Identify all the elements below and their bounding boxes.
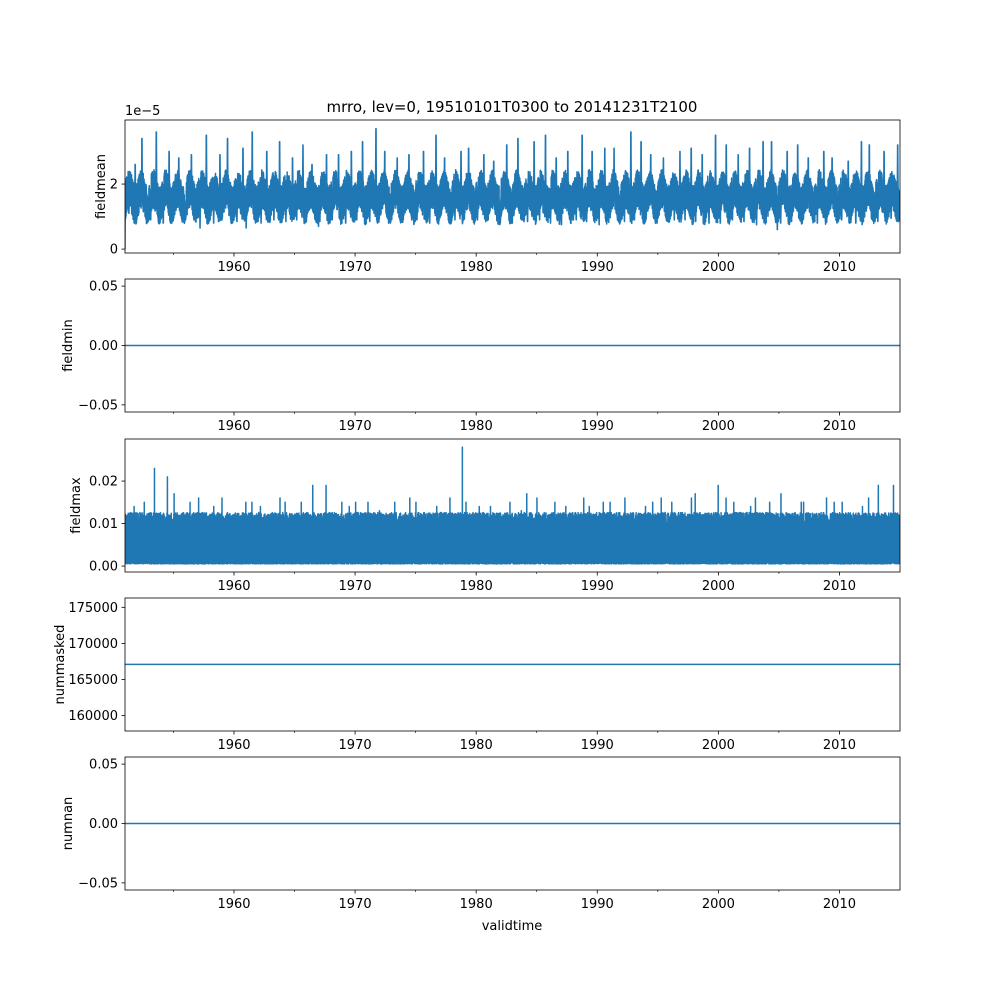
x-tick-label: 1980 (460, 738, 493, 753)
y-tick-label: 175000 (68, 601, 118, 616)
chart-title: mrro, lev=0, 19510101T0300 to 20141231T2… (327, 98, 698, 116)
axes-frame (124, 119, 901, 254)
x-tick-label: 1970 (339, 260, 372, 275)
y-tick-label: 0.05 (89, 758, 118, 773)
x-tick-label: 1970 (339, 897, 372, 912)
x-tick-label: 1990 (581, 897, 614, 912)
y-tick-label: 0.00 (89, 560, 118, 575)
y-tick-label: 0.00 (89, 817, 118, 832)
x-tick-label: 1980 (460, 419, 493, 434)
x-tick-label: 1980 (460, 260, 493, 275)
x-tick-label: 2010 (823, 738, 856, 753)
x-tick-label: 1970 (339, 419, 372, 434)
y-tick-label: 0 (110, 243, 118, 258)
x-tick-label: 2000 (702, 419, 735, 434)
series-line-fieldmax (125, 446, 900, 565)
y-tick-label: 0.02 (89, 475, 118, 490)
subplot-numnan: 1960 1970 1980 1990 2000 2010 −0.05 0.00 0.05 num… (61, 756, 901, 912)
y-tick-label: 2 (110, 178, 118, 193)
x-axis-label: validtime (482, 919, 543, 934)
y-tick-label: 0.05 (89, 280, 118, 295)
x-tick-label: 2000 (702, 897, 735, 912)
y-offset-text: 1e−5 (125, 104, 160, 119)
series-line-fieldmean (125, 128, 900, 250)
x-tick-label: 1990 (581, 738, 614, 753)
x-tick-label: 2010 (823, 579, 856, 594)
x-tick-label: 2000 (702, 738, 735, 753)
x-tick-label: 1960 (217, 260, 250, 275)
x-tick-label: 2000 (702, 260, 735, 275)
y-axis-label: numnan (61, 797, 76, 851)
subplot-fieldmin: 1960 1970 1980 1990 2000 2010 −0.05 0.00 0.05 fie… (61, 278, 901, 434)
y-axis-label: fieldmin (61, 319, 76, 372)
y-tick-label: 170000 (68, 637, 118, 652)
y-tick-label: 0.01 (89, 517, 118, 532)
subplot-nummasked: 1960 1970 1980 1990 2000 2010 160000 165000 1700… (53, 597, 901, 753)
x-tick-label: 2010 (823, 419, 856, 434)
y-axis-label: fieldmax (69, 477, 84, 534)
y-tick-label: −0.05 (78, 876, 118, 891)
x-tick-label: 2000 (702, 579, 735, 594)
y-tick-label: 160000 (68, 709, 118, 724)
x-tick-label: 1970 (339, 579, 372, 594)
axes-frame (124, 597, 901, 732)
x-tick-label: 1960 (217, 897, 250, 912)
x-tick-label: 1980 (460, 897, 493, 912)
y-tick-label: 165000 (68, 673, 118, 688)
axes-frame (124, 438, 901, 573)
y-tick-label: −0.05 (78, 398, 118, 413)
x-tick-label: 1960 (217, 419, 250, 434)
y-axis-label: fieldmean (94, 154, 109, 219)
x-tick-label: 2010 (823, 260, 856, 275)
y-tick-label: 0.00 (89, 339, 118, 354)
x-tick-label: 2010 (823, 897, 856, 912)
x-tick-label: 1990 (581, 260, 614, 275)
x-tick-label: 1980 (460, 579, 493, 594)
x-tick-label: 1960 (217, 579, 250, 594)
y-axis-label: nummasked (53, 625, 68, 705)
x-tick-label: 1990 (581, 579, 614, 594)
subplot-fieldmax: 1960 1970 1980 1990 2000 2010 0.00 0.01 0.02 fiel… (69, 438, 901, 594)
x-tick-label: 1970 (339, 738, 372, 753)
x-tick-label: 1960 (217, 738, 250, 753)
x-tick-label: 1990 (581, 419, 614, 434)
